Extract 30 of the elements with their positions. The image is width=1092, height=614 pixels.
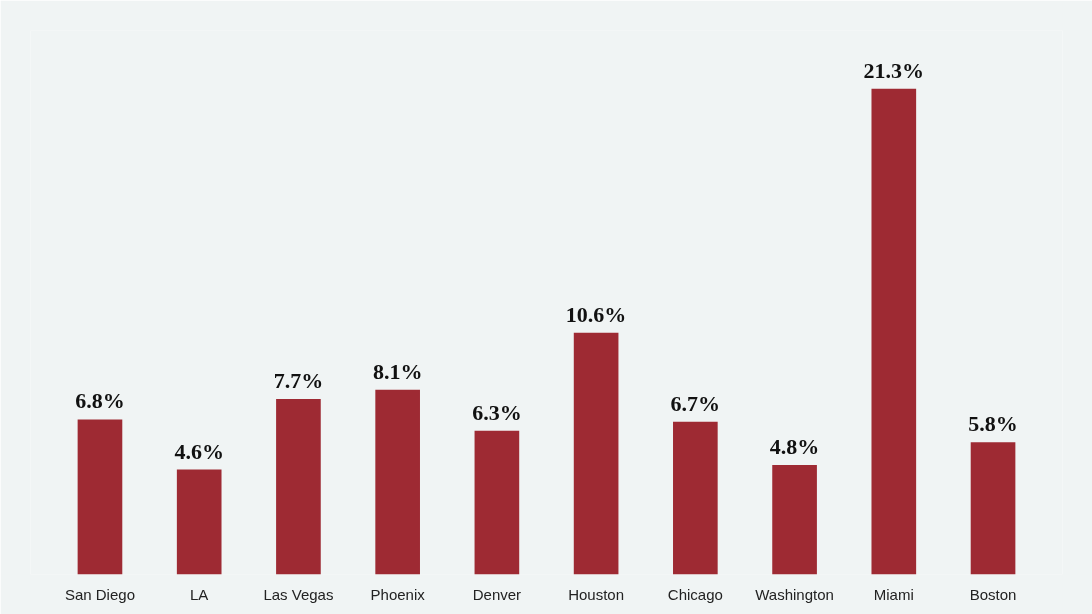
bar [970,442,1016,575]
data-label: 6.7% [670,390,721,416]
x-tick-label: Denver [472,585,522,603]
bar [573,332,619,575]
data-label: 10.6% [565,301,627,327]
data-label: 5.8% [968,411,1018,437]
bar [474,430,520,575]
x-tick-label: Houston [568,585,625,603]
data-label: 4.8% [769,434,820,460]
bar [375,389,420,575]
data-label: 8.1% [372,358,423,384]
x-tick-label: Washington [755,585,834,603]
x-tick-label: Miami [873,585,914,603]
x-tick-label: Boston [969,585,1017,603]
data-label: 21.3% [863,57,925,83]
bar [276,398,321,575]
data-label: 4.6% [174,438,224,464]
x-tick-label: Las Vegas [263,585,334,603]
bar [772,465,817,575]
bar [871,88,917,575]
bar [673,421,718,575]
data-label: 6.8% [75,388,125,414]
data-label: 7.7% [273,367,324,393]
x-tick-label: Phoenix [370,585,426,603]
bar [77,419,123,575]
x-tick-label: Chicago [667,585,723,603]
bar [176,469,222,575]
data-label: 6.3% [472,399,522,425]
x-tick-label: San Diego [64,585,135,603]
x-tick-label: LA [190,585,209,603]
